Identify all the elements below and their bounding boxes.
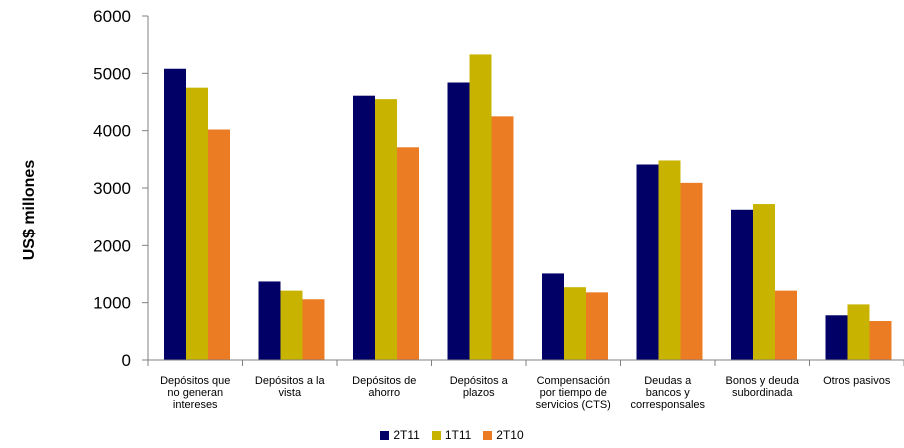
- bar-1t11-2: [375, 99, 397, 360]
- x-tick-label-line: Depósitos de: [352, 375, 416, 387]
- bar-2t11-1: [258, 281, 281, 360]
- legend-label-2t11: 2T11: [393, 428, 420, 442]
- y-axis-label: US$ millones: [21, 159, 38, 261]
- bar-2t11-0: [164, 68, 186, 360]
- x-tick-label-0: Depósitos que no generan intereses: [160, 375, 230, 411]
- bar-1t11-1: [280, 290, 303, 360]
- x-tick-label-line: Bonos y deuda: [726, 375, 800, 387]
- x-tick-label-line: subordinada: [732, 387, 793, 399]
- y-tick-label-3: 3000: [93, 179, 131, 198]
- x-tick-label-3: Depósitos a plazos: [450, 375, 509, 399]
- x-tick-label-line: Compensación: [537, 375, 610, 387]
- bar-2t11-5: [636, 164, 659, 360]
- bar-2t10-2: [397, 147, 419, 360]
- bar-2t10-6: [775, 290, 797, 360]
- y-tick-label-0: 0: [122, 351, 131, 370]
- legend-label-2t10: 2T10: [496, 428, 524, 442]
- bar-1t11-4: [564, 287, 586, 360]
- x-tick-label-line: Otros pasivos: [823, 375, 891, 387]
- legend: 2T11 1T11 2T10: [0, 428, 904, 442]
- y-axis-label-container: US$ millones: [10, 120, 50, 300]
- x-tick-label-line: no generan: [167, 387, 223, 399]
- bar-2t10-3: [491, 116, 514, 360]
- legend-item-2t11: 2T11: [380, 428, 420, 442]
- legend-swatch-2t10: [483, 430, 493, 440]
- legend-label-1t11: 1T11: [444, 428, 472, 442]
- x-tick-label-line: plazos: [463, 387, 495, 399]
- x-tick-label-1: Depósitos a la vista: [255, 375, 326, 399]
- bar-1t11-5: [658, 160, 681, 360]
- y-tick-label-5: 5000: [93, 64, 131, 83]
- bar-1t11-3: [469, 54, 492, 361]
- bar-2t11-3: [447, 82, 470, 361]
- x-tick-label-line: Depósitos que: [160, 375, 230, 387]
- x-tick-label-line: por tiempo de: [540, 387, 607, 399]
- bar-2t10-7: [869, 321, 892, 360]
- bar-2t10-1: [302, 299, 325, 360]
- x-tick-label-line: Depósitos a la: [255, 375, 326, 387]
- bar-2t10-4: [586, 292, 608, 360]
- legend-item-1t11: 1T11: [431, 428, 472, 442]
- bar-2t11-4: [542, 273, 564, 360]
- x-tick-label-line: Deudas a: [644, 375, 692, 387]
- x-tick-label-4: Compensación por tiempo de servicios (CTS): [536, 375, 611, 411]
- x-tick-label-2: Depósitos de ahorro: [352, 375, 416, 399]
- legend-swatch-2t11: [380, 430, 390, 440]
- x-tick-label-line: Depósitos a: [450, 375, 509, 387]
- x-tick-label-line: corresponsales: [630, 399, 705, 411]
- bar-1t11-0: [186, 87, 208, 361]
- legend-swatch-1t11: [431, 430, 441, 440]
- y-tick-label-2: 2000: [93, 236, 131, 255]
- y-tick-label-1: 1000: [93, 294, 131, 313]
- x-tick-label-line: servicios (CTS): [536, 399, 611, 411]
- legend-item-2t10: 2T10: [483, 428, 524, 442]
- x-tick-label-7: Otros pasivos: [823, 375, 891, 387]
- bar-2t10-0: [208, 129, 230, 360]
- bar-2t11-7: [825, 315, 848, 360]
- x-tick-label-5: Deudas a bancos y corresponsales: [630, 375, 705, 411]
- bar-1t11-7: [847, 304, 870, 360]
- x-tick-label-line: ahorro: [368, 387, 400, 399]
- bar-2t11-6: [731, 209, 753, 360]
- x-tick-label-6: Bonos y deuda subordinada: [726, 375, 800, 399]
- x-tick-label-line: bancos y: [646, 387, 691, 399]
- bar-2t10-5: [680, 182, 703, 360]
- bar-2t11-2: [353, 95, 375, 361]
- x-tick-label-line: intereses: [173, 399, 218, 411]
- y-tick-label-6: 6000: [93, 7, 131, 26]
- bar-1t11-6: [753, 204, 775, 360]
- x-tick-label-line: vista: [278, 387, 302, 399]
- y-tick-label-4: 4000: [93, 122, 131, 141]
